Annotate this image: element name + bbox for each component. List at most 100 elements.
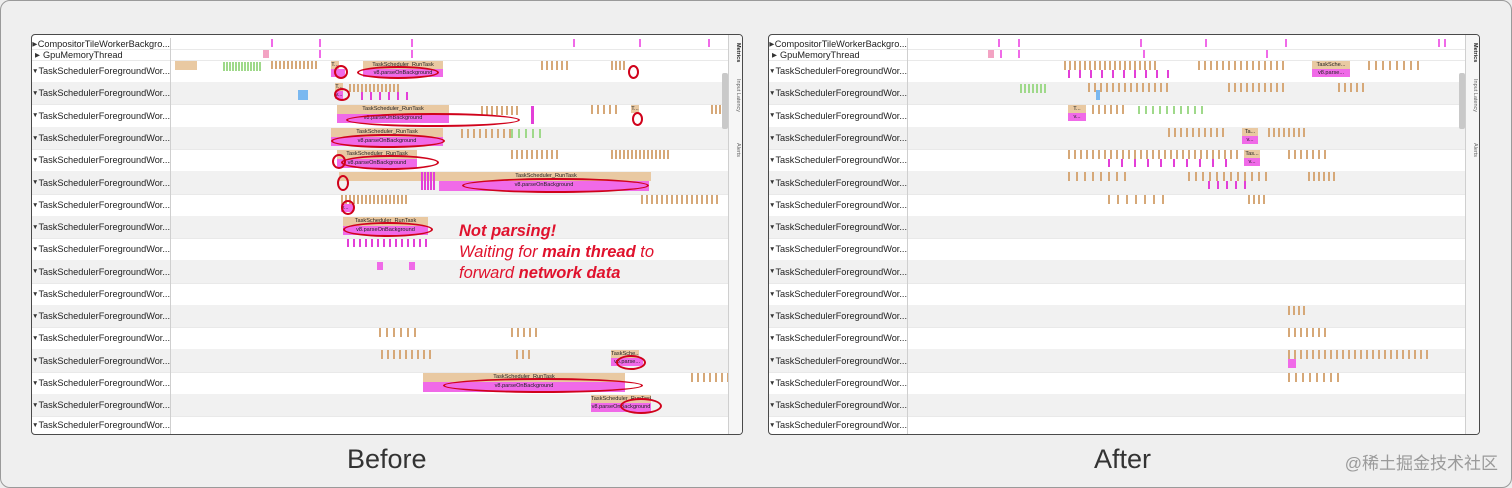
vertical-scrollbar[interactable] [1459,73,1465,129]
thread-track[interactable]: TaskSche... v8.parse... [908,60,1465,82]
thread-track[interactable]: TaskScheduler_RunTask v8.parseOnBackgroun… [171,216,728,238]
thread-track[interactable] [171,305,728,327]
thread-track[interactable]: TaskScheduler_RunTask v8.parseOnBackgroun… [171,127,728,149]
thread-label[interactable]: ▼ TaskSchedulerForegroundWor... [769,305,907,327]
expand-triangle-icon[interactable]: ▼ [769,223,776,231]
expand-triangle-icon[interactable]: ▼ [769,312,776,320]
thread-label[interactable]: ▼ TaskSchedulerForegroundWor... [32,349,170,372]
thread-track[interactable] [908,349,1465,372]
thread-row[interactable]: ▼ TaskSchedulerForegroundWor... TaskSche..… [769,60,1465,83]
expand-triangle-icon[interactable]: ▼ [32,421,39,429]
expand-triangle-icon[interactable]: ▼ [769,357,776,364]
thread-label[interactable]: ▼ TaskSchedulerForegroundWor... [32,194,170,216]
thread-row[interactable]: ▼ TaskSchedulerForegroundWor... [32,283,728,306]
expand-triangle-icon[interactable]: ▼ [32,268,39,275]
thread-row[interactable]: ▼ TaskSchedulerForegroundWor... TaskSchedu… [32,104,728,128]
thread-label[interactable]: ▼ TaskSchedulerForegroundWor... [769,60,907,82]
thread-label[interactable]: ▼ TaskSchedulerForegroundWor... [32,283,170,305]
thread-label[interactable]: ▼ TaskSchedulerForegroundWor... [769,372,907,394]
thread-row[interactable]: ▼ TaskSchedulerForegroundWor... Tas... v... [769,149,1465,172]
thread-row[interactable]: ▼ TaskSchedulerForegroundWor... [769,283,1465,306]
thread-track[interactable]: v... [171,194,728,216]
expand-triangle-icon[interactable]: ▼ [769,201,776,209]
side-tab-input-latency[interactable]: Input Latency [1472,79,1478,113]
thread-row[interactable]: ▼ TaskSchedulerForegroundWor... [769,171,1465,195]
thread-track[interactable] [908,82,1465,104]
thread-label[interactable]: ▼ TaskSchedulerForegroundWor... [32,60,170,82]
thread-row[interactable]: ▶ GpuMemoryThread [769,49,1465,61]
expand-triangle-icon[interactable]: ▼ [769,401,776,409]
thread-track[interactable] [908,238,1465,260]
thread-track[interactable]: T... TaskScheduler_RunTask v8.parseOnBackg… [171,60,728,82]
thread-row[interactable]: ▼ TaskSchedulerForegroundWor... TaskSche..… [32,349,728,373]
thread-row[interactable]: ▼ TaskSchedulerForegroundWor... [32,305,728,328]
expand-triangle-icon[interactable]: ▼ [32,179,39,186]
thread-row[interactable]: ▼ TaskSchedulerForegroundWor... T... v... [769,104,1465,128]
thread-track[interactable] [908,260,1465,283]
expand-triangle-icon[interactable]: ▼ [769,421,776,429]
thread-label[interactable]: ▼ TaskSchedulerForegroundWor... [32,260,170,283]
thread-track[interactable]: Ta... v... [908,127,1465,149]
expand-triangle-icon[interactable]: ▼ [32,334,39,342]
expand-triangle-icon[interactable]: ▼ [769,379,776,387]
thread-label[interactable]: ▼ TaskSchedulerForegroundWor... [32,305,170,327]
thread-track[interactable]: TaskScheduler_RunTask v8.parseOnBackgroun… [171,394,728,416]
side-tab-input-latency[interactable]: Input Latency [735,79,741,113]
thread-track[interactable] [171,416,728,434]
thread-label[interactable]: ▼ TaskSchedulerForegroundWor... [32,149,170,171]
expand-triangle-icon[interactable]: ▼ [769,112,776,119]
thread-track[interactable] [908,327,1465,349]
expand-triangle-icon[interactable]: ▼ [769,268,776,275]
thread-row[interactable]: ▼ TaskSchedulerForegroundWor... TaskSchedu… [32,171,728,195]
thread-track[interactable] [908,372,1465,394]
thread-label[interactable]: ▼ TaskSchedulerForegroundWor... [32,82,170,104]
thread-label[interactable]: ▼ TaskSchedulerForegroundWor... [769,327,907,349]
thread-track[interactable] [171,49,728,60]
expand-triangle-icon[interactable]: ▼ [769,67,776,75]
expand-triangle-icon[interactable]: ▼ [769,89,776,97]
thread-label[interactable]: ▼ TaskSchedulerForegroundWor... [769,82,907,104]
thread-track[interactable] [908,394,1465,416]
collapse-triangle-icon[interactable]: ▶ [35,51,40,59]
expand-triangle-icon[interactable]: ▼ [32,156,39,164]
thread-row[interactable]: ▼ TaskSchedulerForegroundWor... [769,238,1465,261]
expand-triangle-icon[interactable]: ▼ [769,290,776,298]
expand-triangle-icon[interactable]: ▼ [769,156,776,164]
thread-track[interactable]: TaskSche... v8.parse... [171,349,728,372]
expand-triangle-icon[interactable]: ▼ [769,179,776,186]
thread-row[interactable]: ▼ TaskSchedulerForegroundWor... TaskSchedu… [32,372,729,395]
thread-row[interactable]: ▶ GpuMemoryThread [32,49,728,61]
thread-row[interactable]: ▼ TaskSchedulerForegroundWor... [769,327,1465,350]
thread-track[interactable]: TaskScheduler_RunTask v8.parseOnBackgroun… [171,104,728,127]
thread-row[interactable]: ▼ TaskSchedulerForegroundWor... [32,327,728,350]
thread-row[interactable]: ▼ TaskSchedulerForegroundWor... T... v... [32,82,728,105]
expand-triangle-icon[interactable]: ▼ [32,223,39,231]
expand-triangle-icon[interactable]: ▼ [32,112,39,119]
expand-triangle-icon[interactable]: ▼ [769,134,776,142]
thread-label[interactable]: ▼ TaskSchedulerForegroundWor... [769,194,907,216]
thread-label[interactable]: ▼ TaskSchedulerForegroundWor... [32,127,170,149]
thread-label[interactable]: ▼ TaskSchedulerForegroundWor... [32,171,170,194]
expand-triangle-icon[interactable]: ▼ [32,89,39,97]
thread-row[interactable]: ▼ TaskSchedulerForegroundWor... T... TaskSc… [32,60,728,83]
thread-label[interactable]: ▼ TaskSchedulerForegroundWor... [769,149,907,171]
thread-track[interactable]: T... v... [171,82,728,104]
collapse-triangle-icon[interactable]: ▶ [772,51,777,59]
thread-label[interactable]: ▼ TaskSchedulerForegroundWor... [769,260,907,283]
thread-label[interactable]: ▼ TaskSchedulerForegroundWor... [32,216,170,238]
thread-label[interactable]: ▼ TaskSchedulerForegroundWor... [32,327,170,349]
collapse-triangle-icon[interactable]: ▶ [769,40,775,48]
thread-track[interactable] [171,283,728,305]
thread-track[interactable]: TaskScheduler_RunTask v8.parseOnBackgroun… [171,149,728,171]
side-tab-alerts[interactable]: Alerts [735,143,741,158]
thread-label[interactable]: ▶ CompositorTileWorkerBackgro... [32,38,170,49]
expand-triangle-icon[interactable]: ▼ [32,379,39,387]
thread-label[interactable]: ▼ TaskSchedulerForegroundWor... [32,372,170,394]
thread-track[interactable] [908,49,1465,60]
thread-track[interactable] [171,260,728,283]
thread-track[interactable] [171,327,728,349]
expand-triangle-icon[interactable]: ▼ [32,357,39,364]
vertical-scrollbar[interactable] [722,73,728,129]
thread-row[interactable]: ▼ TaskSchedulerForegroundWor... [769,82,1465,105]
thread-track[interactable] [908,305,1465,327]
